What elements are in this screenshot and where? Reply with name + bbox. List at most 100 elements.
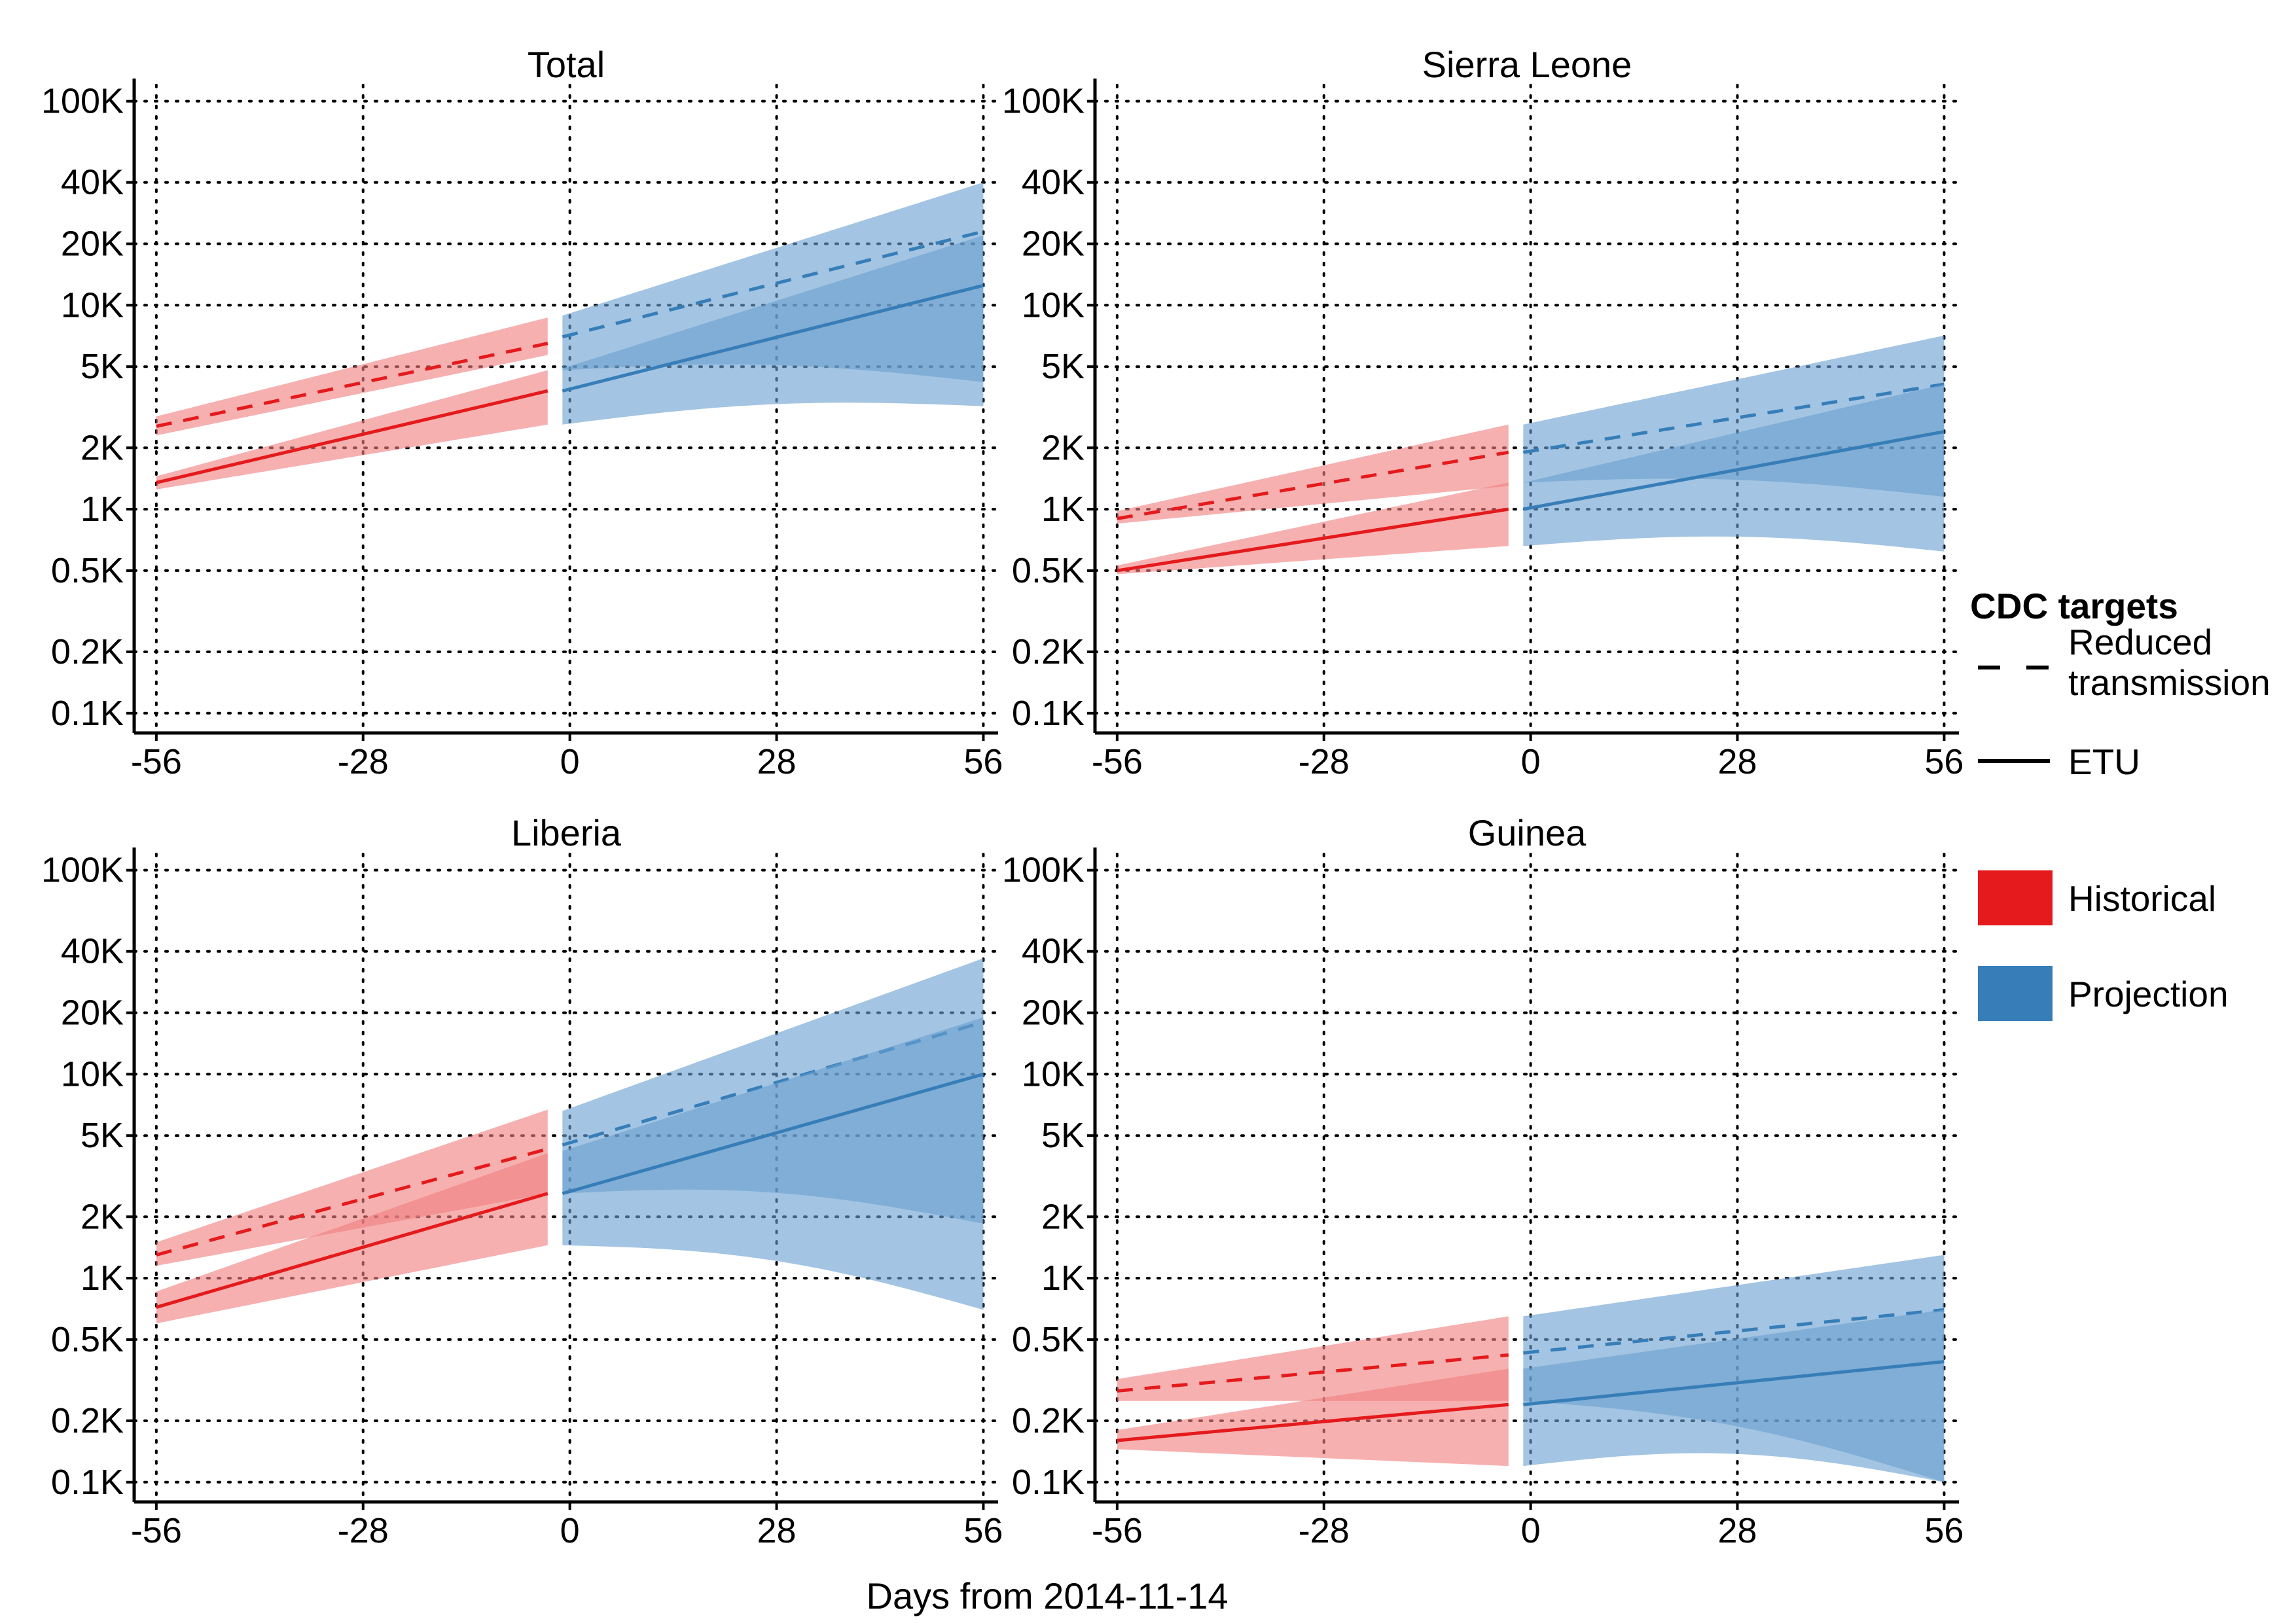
ribbon-historical-reduced-transmission bbox=[1117, 424, 1509, 524]
panel-title: Guinea bbox=[1468, 812, 1587, 853]
y-tick-label: 10K bbox=[61, 1054, 124, 1094]
y-tick-label: 1K bbox=[81, 490, 124, 529]
y-tick-label: 0.1K bbox=[1012, 694, 1085, 733]
y-tick-label: 5K bbox=[1041, 347, 1085, 386]
y-tick-label: 0.1K bbox=[51, 1463, 124, 1502]
ribbon-historical-reduced-transmission bbox=[1117, 1316, 1509, 1401]
x-tick-label: 56 bbox=[963, 1511, 1003, 1550]
line-historical-reduced-transmission bbox=[1117, 1353, 1509, 1393]
y-tick-label: 40K bbox=[61, 932, 124, 971]
legend-historical-swatch bbox=[1978, 870, 2053, 925]
line-projection-reduced-transmission bbox=[562, 230, 984, 339]
y-tick-label: 1K bbox=[1041, 1258, 1085, 1298]
x-tick-label: -28 bbox=[338, 1511, 389, 1550]
line-historical-etu bbox=[1117, 507, 1509, 573]
y-tick-label: 10K bbox=[61, 285, 124, 325]
y-tick-label: 10K bbox=[1022, 285, 1085, 325]
ribbon-historical-etu bbox=[1117, 482, 1509, 575]
panel-total: Total 0.1K 0.2K 0.5K 1K 2K 5K 10K 20K 40K 100K -56 -… bbox=[41, 44, 1003, 781]
y-tick-label: 0.2K bbox=[51, 632, 124, 671]
line-projection-etu bbox=[1523, 1360, 1945, 1406]
x-tick-label: 56 bbox=[1924, 1511, 1964, 1550]
line-projection-etu bbox=[1522, 430, 1945, 511]
x-axis-title: Days from 2014-11-14 bbox=[867, 1575, 1229, 1616]
x-tick-label: -56 bbox=[131, 1511, 182, 1550]
legend-projection-swatch bbox=[1978, 966, 2053, 1021]
ribbon-historical-reduced-transmission bbox=[156, 317, 548, 436]
y-tick-label: 5K bbox=[81, 1116, 124, 1155]
y-tick-label: 100K bbox=[1002, 82, 1085, 121]
panel-title: Sierra Leone bbox=[1422, 44, 1632, 85]
x-tick-label: -56 bbox=[1092, 742, 1143, 781]
x-tick-label: 0 bbox=[560, 1511, 580, 1550]
x-tick-label: -28 bbox=[1299, 742, 1350, 781]
y-tick-label: 0.5K bbox=[51, 551, 124, 590]
ribbon-projection-etu bbox=[562, 235, 984, 425]
y-tick-label: 2K bbox=[81, 428, 124, 467]
ribbon-projection-etu bbox=[1523, 384, 1945, 552]
y-tick-label: 0.1K bbox=[1012, 1463, 1085, 1502]
y-tick-label: 20K bbox=[1022, 993, 1085, 1033]
y-tick-label: 20K bbox=[61, 993, 124, 1033]
y-tick-label: 1K bbox=[81, 1258, 124, 1298]
panels: Total 0.1K 0.2K 0.5K 1K 2K 5K 10K 20K 40K 100K -56 -… bbox=[41, 44, 1964, 1550]
legend-title: CDC targets bbox=[1970, 586, 2178, 626]
x-tick-label: 28 bbox=[1717, 1511, 1757, 1550]
y-tick-label: 20K bbox=[61, 224, 124, 264]
ribbon-historical-etu bbox=[156, 1153, 548, 1324]
ribbon-projection-etu bbox=[562, 1017, 984, 1310]
y-tick-label: 20K bbox=[1022, 224, 1085, 264]
line-historical-etu bbox=[156, 389, 548, 484]
x-tick-label: 0 bbox=[560, 742, 580, 781]
x-tick-label: 28 bbox=[757, 742, 796, 781]
x-tick-label: -56 bbox=[1092, 1511, 1143, 1550]
legend-label-historical: Historical bbox=[2068, 878, 2216, 919]
panel-title: Liberia bbox=[511, 812, 622, 853]
y-tick-label: 2K bbox=[1041, 428, 1085, 467]
y-tick-label: 0.5K bbox=[51, 1320, 124, 1359]
x-tick-label: 28 bbox=[757, 1511, 796, 1550]
y-tick-label: 0.5K bbox=[1012, 1320, 1085, 1359]
x-tick-label: 0 bbox=[1521, 742, 1541, 781]
y-tick-label: 0.2K bbox=[1012, 632, 1085, 671]
y-tick-label: 100K bbox=[1002, 851, 1085, 890]
legend-label-etu: ETU bbox=[2068, 741, 2140, 782]
y-tick-label: 2K bbox=[81, 1197, 124, 1236]
x-tick-label: 56 bbox=[963, 742, 1003, 781]
y-tick-label: 40K bbox=[1022, 163, 1085, 202]
y-tick-label: 5K bbox=[1041, 1116, 1085, 1155]
y-tick-label: 0.2K bbox=[1012, 1401, 1085, 1440]
line-projection-etu bbox=[562, 283, 984, 393]
line-historical-reduced-transmission bbox=[156, 1147, 548, 1257]
line-projection-reduced-transmission bbox=[1523, 1308, 1945, 1355]
line-historical-reduced-transmission bbox=[156, 342, 548, 428]
x-tick-label: -28 bbox=[338, 742, 389, 781]
y-tick-label: 5K bbox=[81, 347, 124, 386]
y-tick-label: 1K bbox=[1041, 490, 1085, 529]
ribbon-historical-reduced-transmission bbox=[156, 1109, 548, 1266]
y-tick-label: 40K bbox=[1022, 932, 1085, 971]
y-tick-label: 10K bbox=[1022, 1054, 1085, 1094]
x-tick-label: -28 bbox=[1299, 1511, 1350, 1550]
legend-label-transmission: transmission bbox=[2068, 662, 2270, 703]
legend-label-reduced: Reduced bbox=[2068, 622, 2212, 662]
ribbon-historical-etu bbox=[1117, 1368, 1509, 1467]
line-historical-etu bbox=[156, 1192, 548, 1309]
panel-guinea: Guinea 0.1K 0.2K 0.5K 1K 2K 5K 10K 20K 40K 100K -56… bbox=[1002, 812, 1964, 1550]
y-tick-label: 0.1K bbox=[51, 694, 124, 733]
x-tick-label: 28 bbox=[1717, 742, 1757, 781]
panel-liberia: Liberia 0.1K 0.2K 0.5K 1K 2K 5K 10K 20K 40K 100K -5… bbox=[41, 812, 1003, 1550]
y-tick-label: 0.5K bbox=[1012, 551, 1085, 590]
y-tick-label: 2K bbox=[1041, 1197, 1085, 1236]
panel-title: Total bbox=[528, 44, 605, 85]
line-projection-etu bbox=[562, 1072, 984, 1196]
ribbon-projection-etu bbox=[1523, 1310, 1945, 1482]
line-historical-reduced-transmission bbox=[1117, 450, 1509, 520]
panel-sierra-leone: Sierra Leone 0.1K 0.2K 0.5K 1K 2K 5K 10K 20K 40K 1… bbox=[1002, 44, 1964, 781]
y-tick-label: 40K bbox=[61, 163, 124, 202]
y-tick-label: 100K bbox=[41, 82, 124, 121]
legend-label-projection: Projection bbox=[2068, 974, 2229, 1014]
line-historical-etu bbox=[1117, 1402, 1509, 1442]
